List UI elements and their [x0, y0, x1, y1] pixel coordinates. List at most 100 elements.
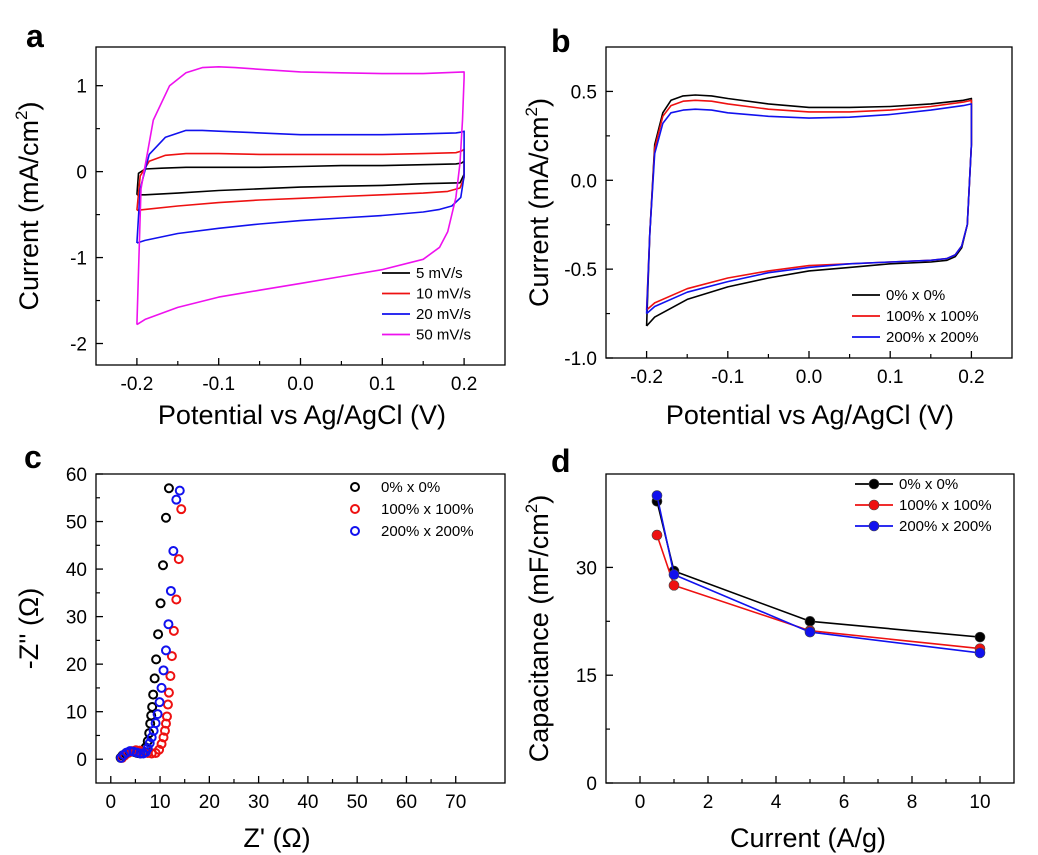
- series-2: [117, 504, 187, 763]
- legend-marker: [350, 482, 360, 492]
- x-tick-label: 0.1: [369, 374, 395, 395]
- y-tick-label: 60: [66, 465, 87, 486]
- data-point: [144, 738, 155, 749]
- legend-label: 100% x 100%: [381, 501, 474, 518]
- legend-label: 200% x 200%: [381, 523, 474, 540]
- x-axis-label: Potential vs Ag/AgCl (V): [666, 400, 954, 430]
- legend-label: 10 mV/s: [416, 286, 471, 303]
- series-3: [136, 129, 465, 244]
- data-point: [156, 682, 167, 693]
- x-axis-label: Current (A/g): [730, 823, 886, 853]
- y-tick-label: -1: [70, 249, 87, 270]
- legend-label: 200% x 200%: [886, 329, 979, 346]
- y-tick-label: 0: [586, 774, 597, 795]
- data-point: [171, 594, 182, 605]
- data-point: [166, 651, 177, 662]
- legend-label: 20 mV/s: [416, 306, 471, 323]
- series-line: [136, 66, 465, 326]
- series-line: [645, 99, 973, 311]
- data-point: [165, 671, 176, 682]
- data-point: [651, 529, 663, 541]
- x-tick-label: 10: [149, 792, 170, 813]
- x-tick-label: -0.2: [630, 367, 663, 388]
- x-tick-label: 2: [703, 792, 714, 813]
- x-tick-label: 0.1: [877, 367, 903, 388]
- panel-label-c: c: [24, 439, 42, 475]
- data-point: [651, 490, 663, 501]
- data-point: [168, 625, 179, 636]
- series-2: [645, 99, 973, 311]
- x-tick-label: -0.1: [202, 374, 235, 395]
- series-line: [656, 495, 981, 654]
- y-tick-label: 0: [76, 750, 87, 771]
- x-tick-label: 10: [969, 792, 990, 813]
- data-point: [163, 619, 174, 630]
- data-point: [148, 689, 159, 700]
- y-tick-label: 40: [66, 560, 87, 581]
- y-tick-label: 15: [576, 666, 597, 687]
- x-tick-label: 40: [297, 792, 318, 813]
- x-tick-label: 4: [771, 792, 782, 813]
- series-2: [136, 148, 465, 212]
- data-point: [142, 743, 153, 754]
- x-tick-label: 30: [248, 792, 269, 813]
- data-point: [176, 504, 187, 515]
- series-3: [645, 103, 973, 315]
- data-point: [161, 711, 172, 722]
- data-point: [158, 560, 169, 571]
- y-tick-label: 30: [66, 608, 87, 629]
- y-axis-label: Current (mA/cm2): [12, 102, 44, 311]
- y-tick-label: 30: [576, 558, 597, 579]
- x-axis-label: Potential vs Ag/AgCl (V): [158, 400, 446, 430]
- series-3: [116, 485, 185, 763]
- series-line: [136, 129, 465, 244]
- legend-marker: [868, 478, 880, 490]
- series-line: [645, 103, 973, 315]
- y-tick-label: 10: [66, 703, 87, 724]
- data-point: [163, 687, 174, 698]
- data-point: [171, 494, 182, 505]
- x-tick-label: 50: [347, 792, 368, 813]
- data-point: [155, 598, 166, 609]
- legend-label: 100% x 100%: [886, 308, 979, 325]
- y-tick-label: 20: [66, 655, 87, 676]
- panel-label-b: b: [551, 23, 571, 59]
- x-tick-label: 0: [105, 792, 116, 813]
- y-tick-label: -0.5: [564, 260, 597, 281]
- x-tick-label: 0: [635, 792, 646, 813]
- data-point: [154, 744, 165, 755]
- data-point: [974, 647, 986, 659]
- series-3: [651, 490, 986, 659]
- data-point: [152, 709, 163, 720]
- chart-panel-a: -0.2 -0.1 0.0 0.1 0.2 -2 -1 0 1 Potential vs Ag/A…: [12, 46, 506, 430]
- data-point: [149, 673, 160, 684]
- data-point: [160, 645, 171, 656]
- panel-label-d: d: [551, 443, 571, 479]
- data-point: [154, 697, 165, 708]
- chart-panel-c: 0 10 20 30 40 50 60 70 0 10 20 30 40 50 60 Z' (Ω) -Z'' (…: [14, 465, 506, 853]
- chart-panel-b: -0.2 -0.1 0.0 0.1 0.2 -1.0 -0.5 0.0 0.5 Potential…: [522, 46, 1013, 430]
- legend-marker: [868, 499, 880, 511]
- y-tick-label: -1.0: [564, 349, 597, 370]
- x-tick-label: 20: [199, 792, 220, 813]
- y-axis-label: -Z'' (Ω): [14, 588, 44, 669]
- series-line: [136, 148, 465, 212]
- data-point: [668, 580, 680, 591]
- data-point: [168, 546, 179, 557]
- data-point: [150, 718, 161, 729]
- data-point: [974, 631, 986, 643]
- x-tick-label: 60: [396, 792, 417, 813]
- y-axis-label: Current (mA/cm2): [522, 98, 554, 307]
- legend-marker: [868, 520, 880, 532]
- x-tick-label: 0.0: [287, 374, 313, 395]
- series-line: [645, 94, 973, 327]
- data-point: [163, 483, 174, 494]
- panel-label-a: a: [26, 18, 44, 54]
- legend-marker: [350, 526, 360, 536]
- data-point: [804, 626, 816, 638]
- x-tick-label: 6: [839, 792, 850, 813]
- data-point: [153, 629, 164, 640]
- data-point: [804, 616, 816, 627]
- x-axis-label: Z' (Ω): [243, 823, 310, 853]
